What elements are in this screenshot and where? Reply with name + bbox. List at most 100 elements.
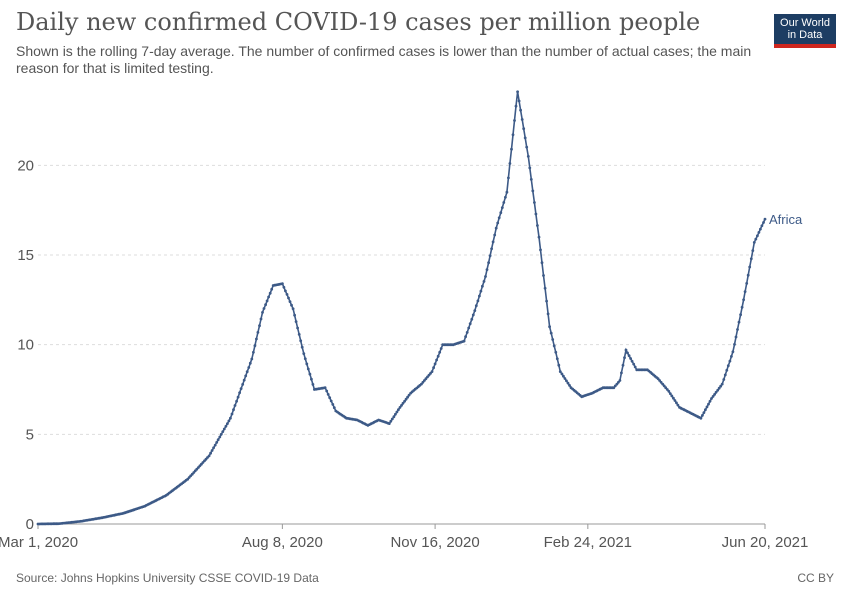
data-point <box>281 282 284 286</box>
y-axis-ticks: 0 5 10 15 20 <box>17 157 34 533</box>
data-point <box>468 322 472 326</box>
data-point <box>762 221 765 224</box>
data-point <box>394 412 397 416</box>
data-point <box>546 312 550 316</box>
data-point <box>742 298 745 302</box>
data-point <box>539 248 542 252</box>
data-point <box>264 303 267 307</box>
data-point <box>207 454 211 458</box>
data-point <box>545 299 548 303</box>
data-point <box>513 119 516 122</box>
data-point <box>533 201 536 204</box>
data-point <box>232 408 235 412</box>
data-point <box>720 382 724 386</box>
data-point <box>476 299 480 303</box>
data-point <box>708 399 712 403</box>
data-point <box>332 406 336 410</box>
data-point <box>233 404 237 407</box>
data-point <box>297 333 301 336</box>
data-point <box>403 399 406 403</box>
data-point <box>392 415 396 419</box>
data-point <box>300 345 304 349</box>
data-point <box>531 189 535 193</box>
data-point <box>250 357 254 361</box>
data-point <box>285 293 289 296</box>
data-point <box>291 307 295 311</box>
gridlines <box>38 164 765 435</box>
data-point <box>484 275 487 278</box>
data-point <box>728 359 732 363</box>
data-point <box>215 441 219 444</box>
data-point <box>749 257 753 261</box>
data-point <box>526 155 530 158</box>
data-point <box>235 399 239 403</box>
data-point <box>629 357 632 360</box>
data-point <box>471 313 475 317</box>
license-link[interactable]: CC BY <box>797 571 834 585</box>
data-point <box>395 410 399 414</box>
data-point <box>213 443 217 447</box>
data-point <box>514 104 518 108</box>
source-note[interactable]: Source: Johns Hopkins University CSSE CO… <box>16 571 319 585</box>
data-point <box>542 274 545 277</box>
data-point <box>632 362 636 366</box>
data-point <box>288 300 292 303</box>
data-point <box>400 404 403 407</box>
data-point <box>218 435 222 439</box>
data-point <box>627 354 631 358</box>
data-point <box>256 331 260 334</box>
data-point <box>523 136 527 140</box>
data-point <box>478 294 481 298</box>
data-point <box>222 427 226 431</box>
data-point <box>504 195 507 199</box>
data-point <box>470 317 474 321</box>
data-point <box>568 384 571 387</box>
data-point <box>502 201 506 204</box>
data-point <box>310 377 313 381</box>
data-point <box>397 408 400 412</box>
data-point <box>702 411 706 414</box>
data-point <box>548 325 551 329</box>
data-point <box>331 403 335 406</box>
data-point <box>713 393 716 396</box>
y-tick-label: 5 <box>26 426 34 443</box>
owid-logo[interactable]: Our World in Data <box>774 14 836 48</box>
data-point <box>488 254 492 258</box>
data-point <box>436 354 440 358</box>
series-line-africa[interactable] <box>38 91 766 525</box>
data-point <box>549 331 553 335</box>
data-point <box>676 403 680 407</box>
data-point <box>258 324 261 328</box>
data-point <box>543 286 547 290</box>
data-point <box>756 234 759 238</box>
data-point <box>534 212 538 216</box>
data-point <box>474 304 478 308</box>
data-point <box>406 395 409 399</box>
data-point <box>516 90 519 94</box>
data-point <box>311 383 315 386</box>
data-point <box>239 387 243 390</box>
data-point <box>659 380 663 384</box>
data-point <box>236 395 240 399</box>
data-point <box>759 227 762 231</box>
data-point <box>435 358 438 362</box>
chart-subtitle: Shown is the rolling 7-day average. The … <box>16 43 752 76</box>
data-point <box>496 221 500 225</box>
data-point <box>510 147 513 151</box>
series-markers <box>36 90 767 526</box>
data-point <box>704 408 707 412</box>
x-tick-label: Feb 24, 2021 <box>544 534 632 551</box>
data-point <box>621 363 625 367</box>
data-point <box>551 338 555 341</box>
data-point <box>529 178 533 181</box>
data-point <box>664 386 668 390</box>
data-point <box>743 290 747 293</box>
data-point <box>494 226 498 230</box>
data-point <box>726 364 730 368</box>
series-label: Africa <box>769 212 803 227</box>
data-point <box>519 108 522 112</box>
data-point <box>485 268 489 271</box>
data-point <box>244 374 248 378</box>
data-point <box>209 451 213 455</box>
data-point <box>520 118 524 121</box>
